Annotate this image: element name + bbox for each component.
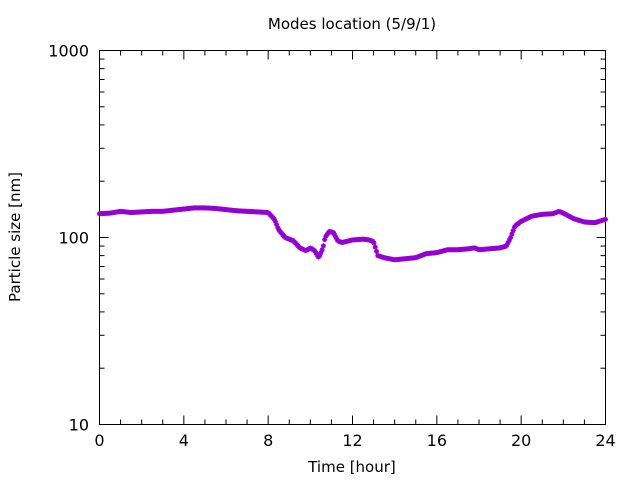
y-tick-labels: 10 100 1000 xyxy=(48,42,89,435)
data-point xyxy=(374,248,380,254)
data-point xyxy=(319,247,325,253)
data-point xyxy=(371,240,377,246)
x-tick-label: 20 xyxy=(511,431,531,450)
y-tick-label: 100 xyxy=(58,229,89,248)
x-axis-label: Time [hour] xyxy=(307,458,396,476)
x-tick-label: 4 xyxy=(179,431,189,450)
data-point xyxy=(320,243,326,249)
ticks xyxy=(99,50,606,425)
data-point xyxy=(372,244,378,250)
x-tick-label: 24 xyxy=(595,431,615,450)
y-tick-label: 10 xyxy=(69,416,89,435)
x-tick-labels: 0 4 8 12 16 20 24 xyxy=(94,431,615,450)
y-axis-label: Particle size [nm] xyxy=(6,172,24,302)
data-points xyxy=(97,205,608,263)
x-tick-label: 16 xyxy=(427,431,447,450)
x-tick-label: 12 xyxy=(342,431,362,450)
chart-title: Modes location (5/9/1) xyxy=(268,15,436,33)
x-tick-label: 8 xyxy=(263,431,273,450)
data-point xyxy=(603,216,608,222)
y-tick-label: 1000 xyxy=(48,42,89,61)
x-tick-label: 0 xyxy=(94,431,104,450)
